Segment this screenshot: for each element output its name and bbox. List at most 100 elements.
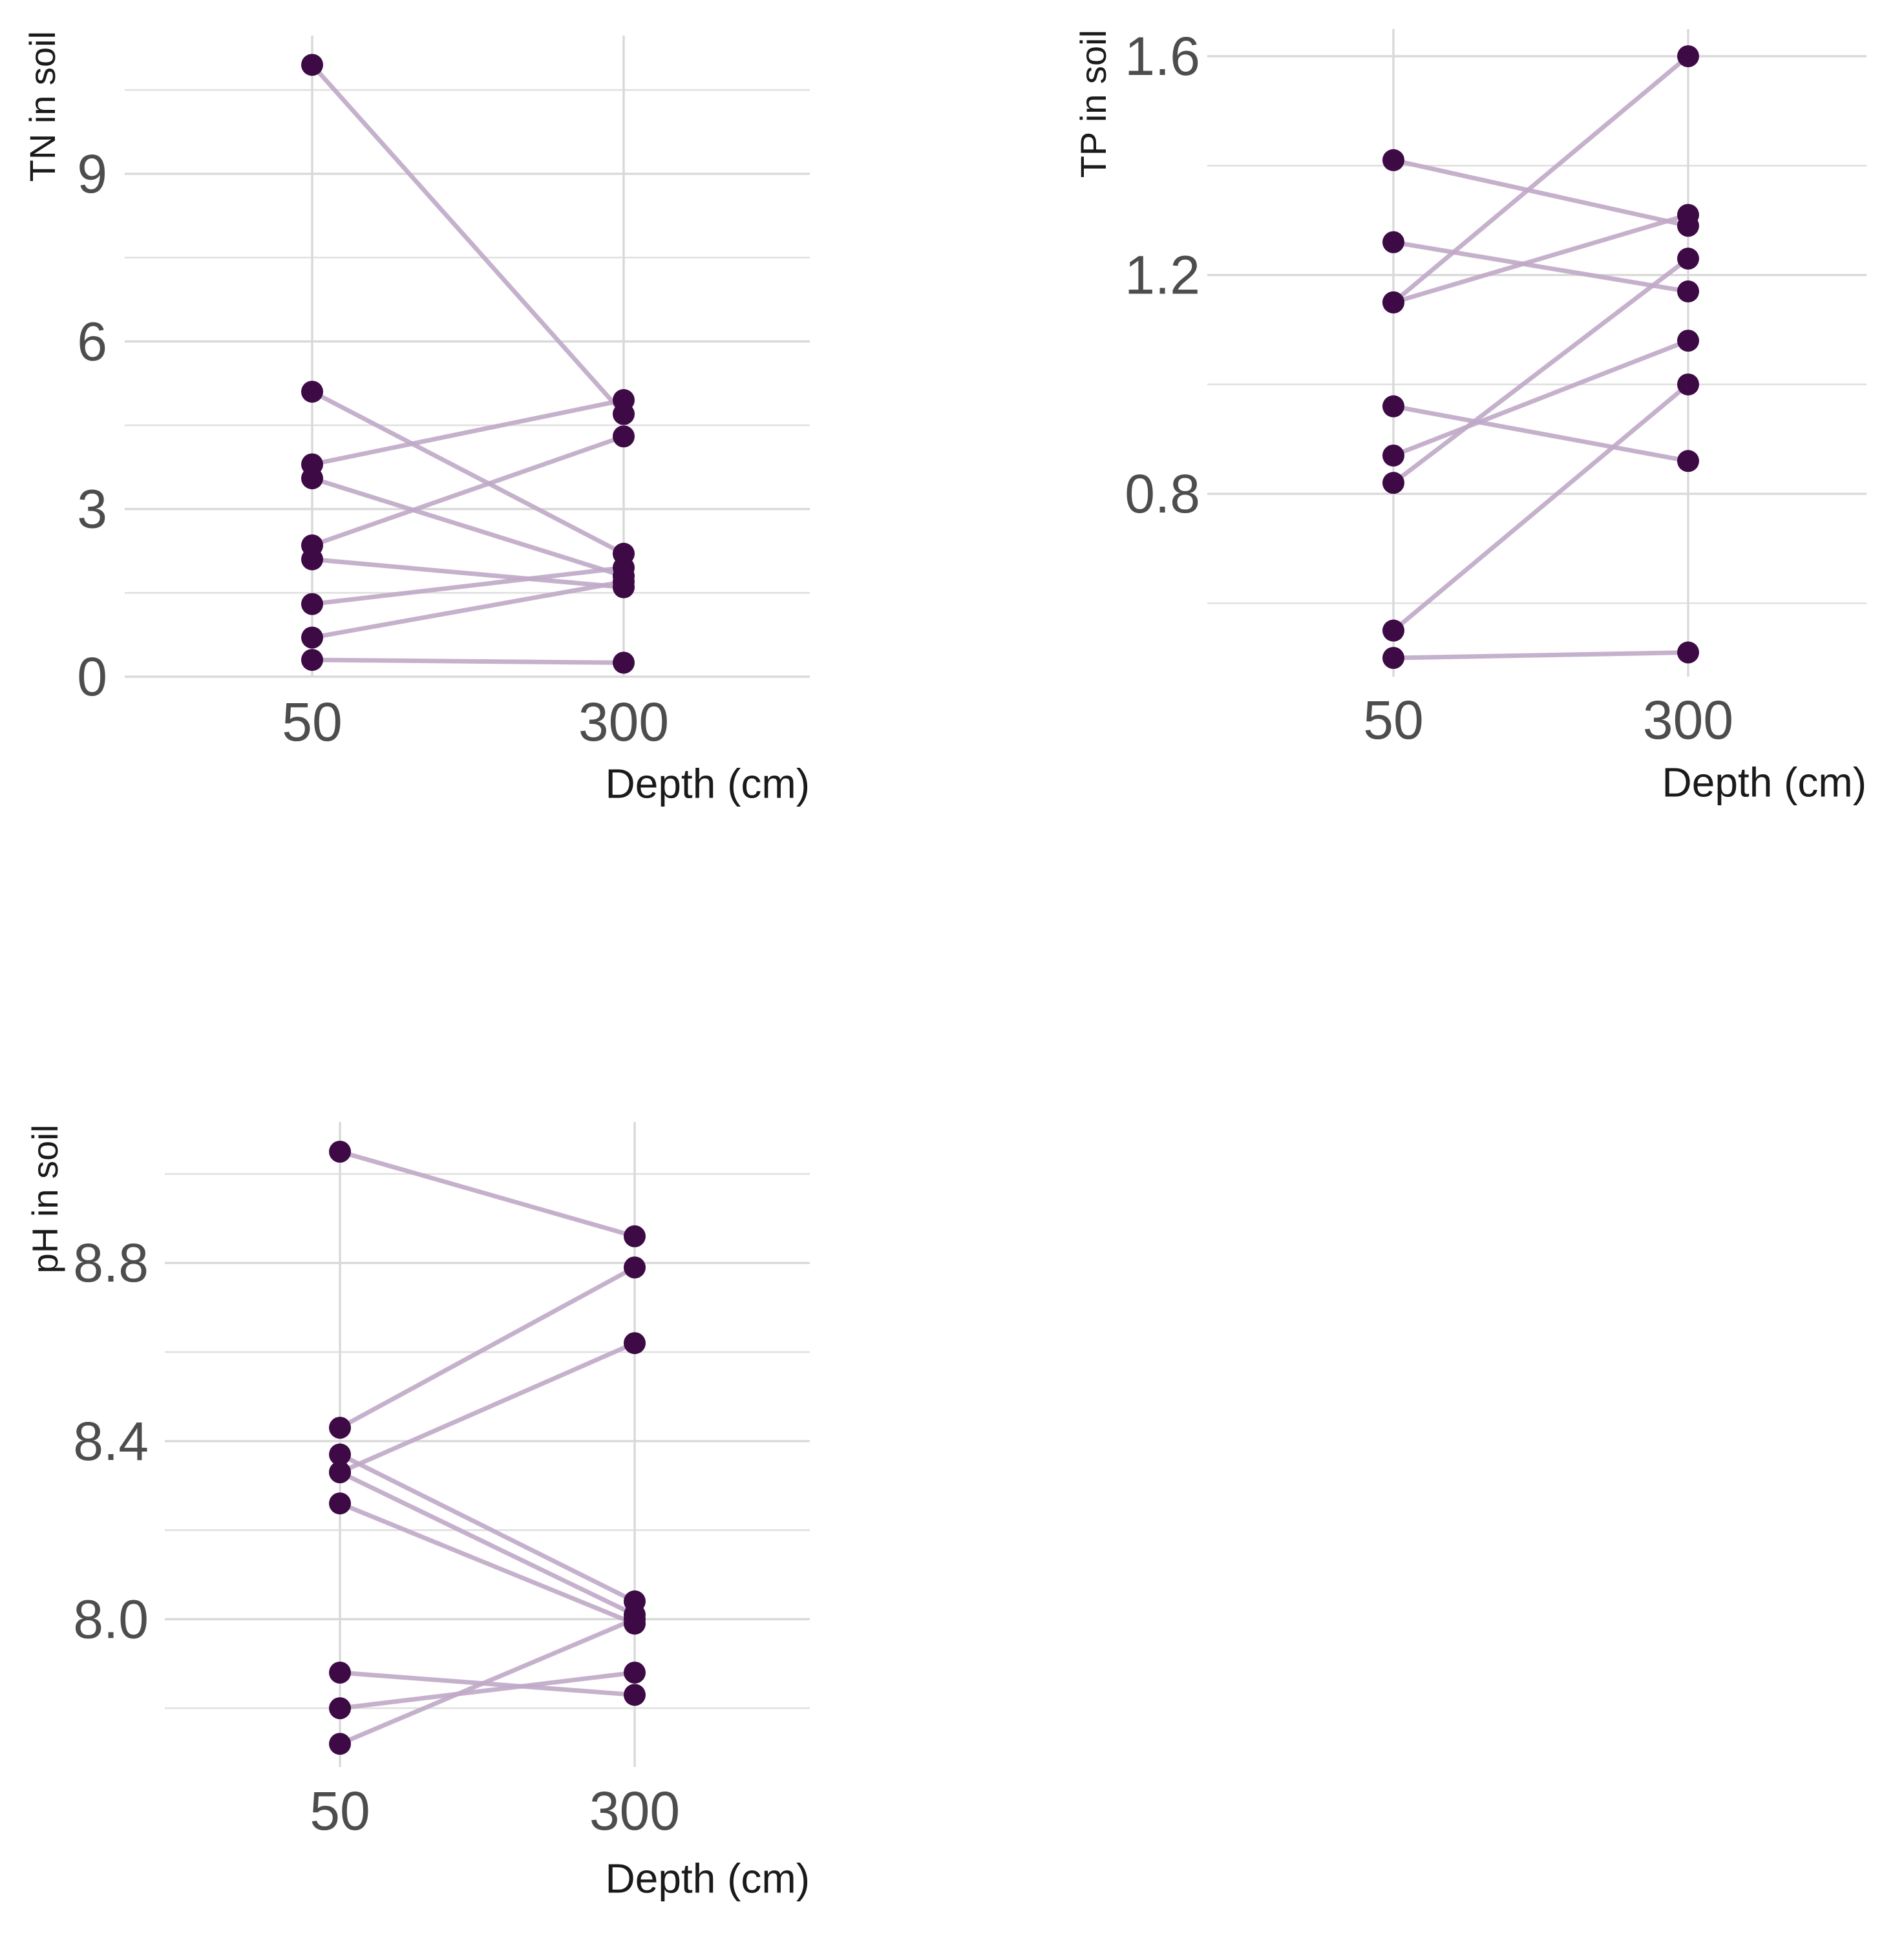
ph-y-tick-label: 8.0 [73, 1589, 149, 1649]
ph-point-2-50 [329, 1417, 351, 1439]
tn-series-line-5 [310, 434, 626, 548]
tn-y-tick-label: 9 [77, 143, 107, 204]
tp-point-9-50 [1382, 647, 1404, 669]
tn-y-tick-label: 3 [77, 479, 107, 540]
ph-x-tick-label: 50 [310, 1781, 370, 1841]
tn-point-4-50 [301, 467, 323, 490]
tp-series-line-7 [1391, 256, 1691, 485]
tp-point-6-50 [1382, 444, 1404, 467]
tn-point-1-50 [301, 54, 323, 76]
ph-point-9-300 [624, 1608, 646, 1631]
ph-y-axis-label: pH in soil [25, 1125, 65, 1273]
tp-point-4-300 [1677, 204, 1699, 226]
tn-series-line-2 [310, 389, 626, 556]
tn-series-line-4 [310, 476, 626, 578]
tp-point-5-300 [1677, 450, 1699, 472]
tp-segments [1391, 54, 1691, 661]
tn-series-line-3 [310, 397, 626, 467]
ph-series-line-2 [337, 1265, 637, 1430]
tn-y-axis-label: TN in soil [22, 31, 63, 182]
tp-point-2-50 [1382, 231, 1404, 253]
ph-point-8-300 [624, 1662, 646, 1684]
tp-y-ticks: 0.8 1.2 1.6 [1125, 26, 1200, 524]
tn-point-8-300 [613, 571, 635, 593]
ph-series-line-4 [337, 1452, 637, 1604]
tp-point-7-300 [1677, 248, 1699, 270]
tp-series-line-4 [1391, 212, 1691, 305]
tp-x-tick-label: 50 [1363, 690, 1423, 750]
tp-x-axis-label: Depth (cm) [1662, 759, 1867, 805]
tn-point-9-50 [301, 649, 323, 671]
ph-series-line-5 [337, 1470, 637, 1617]
ph-point-3-300 [624, 1332, 646, 1355]
tp-x-tick-label: 300 [1643, 690, 1733, 750]
ph-x-axis-label: Depth (cm) [606, 1855, 810, 1901]
tp-gridlines [1207, 29, 1867, 677]
tn-x-ticks: 50 300 [282, 692, 669, 752]
ph-x-ticks: 50 300 [310, 1781, 680, 1841]
tp-y-tick-label: 1.2 [1125, 245, 1200, 306]
ph-point-1-300 [624, 1225, 646, 1247]
ph-series-line-8 [337, 1670, 637, 1711]
tp-series-line-3 [1391, 54, 1691, 305]
tn-segments [310, 62, 626, 665]
tn-series-line-7 [310, 565, 626, 607]
tp-point-3-300 [1677, 45, 1699, 67]
tn-x-tick-label: 300 [578, 692, 669, 752]
ph-point-8-50 [329, 1697, 351, 1720]
tn-point-6-50 [301, 548, 323, 571]
ph-series-line-1 [337, 1149, 637, 1239]
ph-y-ticks: 8.0 8.4 8.8 [73, 1232, 149, 1649]
ph-point-7-50 [329, 1662, 351, 1684]
tn-points [301, 54, 635, 674]
ph-series-line-6 [337, 1501, 637, 1626]
tn-y-ticks: 0 3 6 9 [77, 143, 107, 707]
tp-series-line-8 [1391, 382, 1691, 633]
ph-y-tick-label: 8.8 [73, 1232, 149, 1293]
ph-series-line-9 [337, 1616, 637, 1746]
ph-point-2-300 [624, 1256, 646, 1279]
tn-x-tick-label: 50 [282, 692, 342, 752]
ph-point-5-50 [329, 1461, 351, 1483]
ph-segments [337, 1149, 637, 1746]
tp-point-2-300 [1677, 280, 1699, 302]
tp-series-line-1 [1391, 158, 1691, 228]
tn-x-axis-label: Depth (cm) [606, 760, 810, 807]
tn-series-line-6 [310, 556, 626, 590]
tp-panel: 0.8 1.2 1.6 50 300 Depth (cm) TP in soil [1073, 26, 1867, 805]
tn-point-9-300 [613, 651, 635, 674]
ph-y-tick-label: 8.4 [73, 1411, 149, 1472]
ph-point-4-50 [329, 1443, 351, 1466]
tp-point-8-300 [1677, 373, 1699, 396]
ph-points [329, 1141, 646, 1755]
tp-point-7-50 [1382, 472, 1404, 494]
tn-series-line-9 [310, 657, 626, 665]
tp-points [1382, 45, 1699, 669]
tn-point-3-300 [613, 389, 635, 412]
tp-point-5-50 [1382, 395, 1404, 418]
ph-point-7-300 [624, 1684, 646, 1706]
tn-point-7-50 [301, 593, 323, 615]
tn-y-tick-label: 0 [77, 646, 107, 707]
tp-series-line-5 [1391, 404, 1691, 463]
tp-series-line-2 [1391, 240, 1691, 294]
tn-point-2-50 [301, 381, 323, 403]
tp-x-ticks: 50 300 [1363, 690, 1733, 750]
tp-point-9-300 [1677, 641, 1699, 664]
ph-point-1-50 [329, 1141, 351, 1163]
ph-series-line-3 [337, 1340, 637, 1475]
tn-series-line-8 [310, 579, 626, 640]
tn-series-line-1 [310, 62, 626, 417]
tp-point-8-50 [1382, 619, 1404, 642]
ph-point-6-50 [329, 1492, 351, 1515]
ph-point-9-50 [329, 1733, 351, 1755]
tp-y-axis-label: TP in soil [1073, 30, 1114, 178]
ph-x-tick-label: 300 [589, 1781, 680, 1841]
tn-point-5-300 [613, 425, 635, 448]
tn-panel: 0 3 6 9 50 300 Depth (cm) TN in soil [22, 31, 810, 807]
tp-point-6-300 [1677, 330, 1699, 352]
tp-series-line-9 [1391, 650, 1691, 661]
tp-point-1-50 [1382, 149, 1404, 171]
